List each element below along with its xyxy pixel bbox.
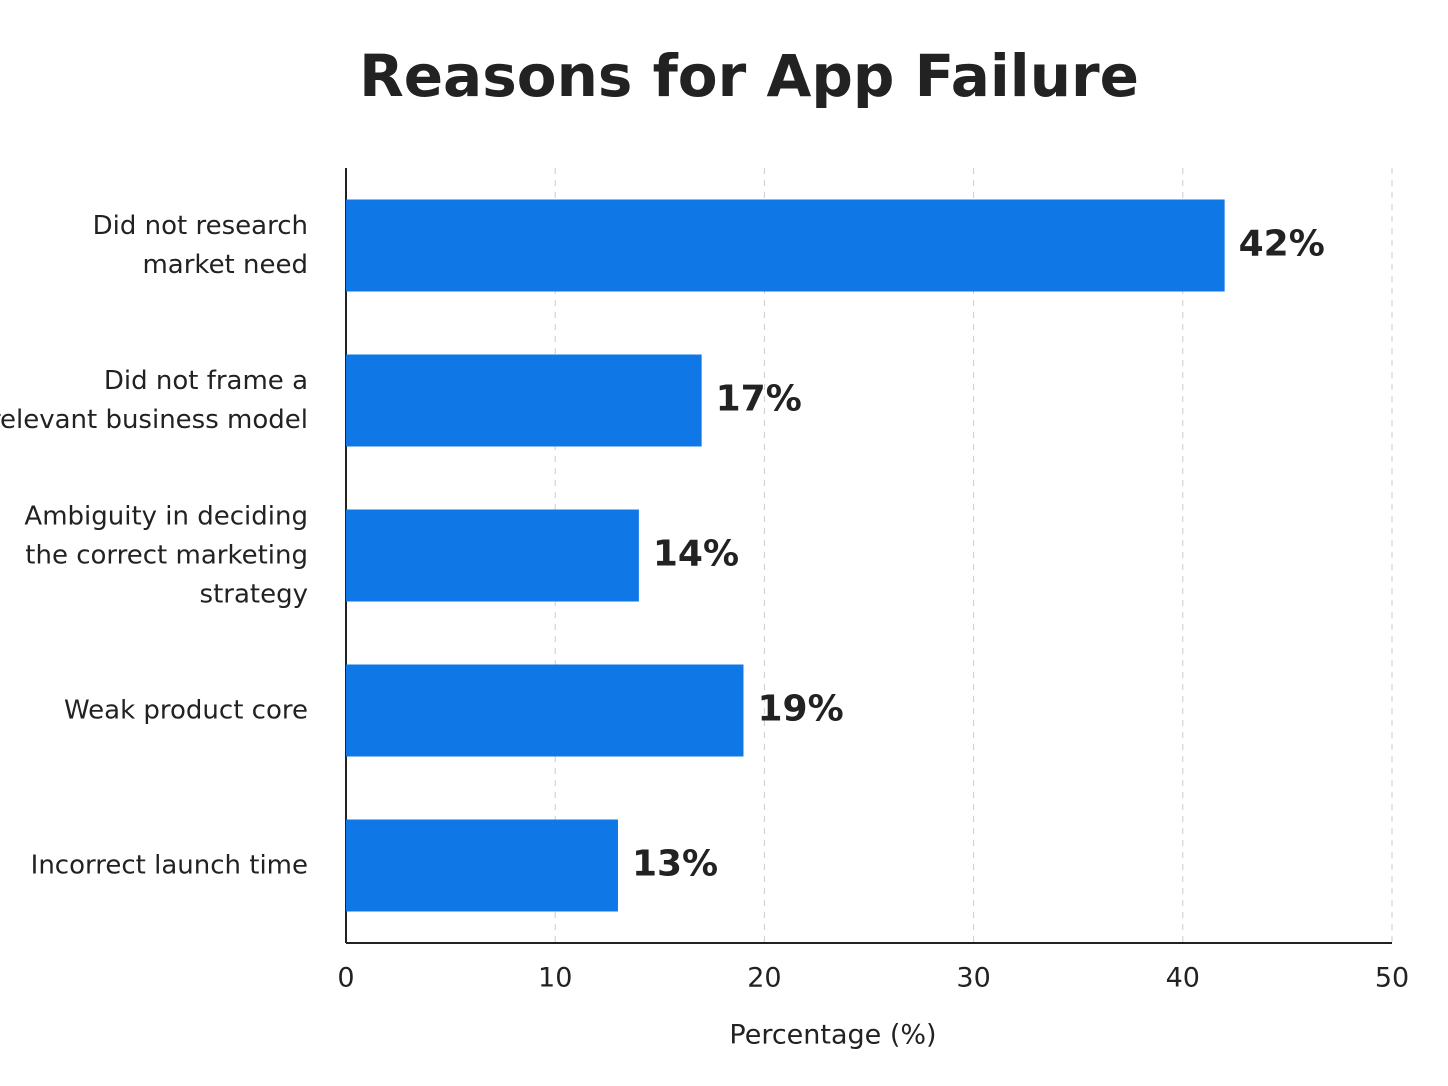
x-axis-label: Percentage (%) <box>729 1020 936 1051</box>
y-tick-label: Did not frame a relevant business model <box>0 366 308 435</box>
x-tick-label: 50 <box>1375 963 1409 994</box>
bar <box>346 509 639 602</box>
y-tick-label-line: Weak product core <box>64 695 308 725</box>
y-tick-label: Weak product core <box>64 695 308 725</box>
x-tick-label: 0 <box>337 963 354 994</box>
y-tick-label-line: relevant business model <box>0 405 308 435</box>
y-tick-label-line: Did not frame a <box>104 366 308 396</box>
y-tick-label-line: Did not research <box>93 211 308 241</box>
chart-title: Reasons for App Failure <box>359 42 1139 110</box>
x-tick-label: 30 <box>956 963 990 994</box>
y-tick-label-line: Incorrect launch time <box>31 850 308 880</box>
y-tick-label: Ambiguity in deciding the correct marketi… <box>24 501 308 609</box>
x-tick-label: 40 <box>1166 963 1200 994</box>
y-tick-label-line: Ambiguity in deciding <box>24 501 308 531</box>
value-label: 13% <box>632 844 718 885</box>
x-tick-label: 20 <box>747 963 781 994</box>
y-tick-label-line: market need <box>142 250 308 280</box>
y-tick-label-line: strategy <box>200 579 308 609</box>
y-tick-label: Incorrect launch time <box>31 850 308 880</box>
y-tick-label-line: the correct marketing <box>25 540 308 570</box>
value-label: 17% <box>716 379 802 420</box>
bar <box>346 354 702 447</box>
value-label: 42% <box>1239 224 1325 265</box>
bar <box>346 199 1225 292</box>
x-tick-label: 10 <box>538 963 572 994</box>
bar <box>346 664 744 757</box>
value-label: 19% <box>757 689 843 730</box>
value-label: 14% <box>653 534 739 575</box>
bar <box>346 819 618 912</box>
y-tick-label: Did not research market need <box>93 211 308 280</box>
